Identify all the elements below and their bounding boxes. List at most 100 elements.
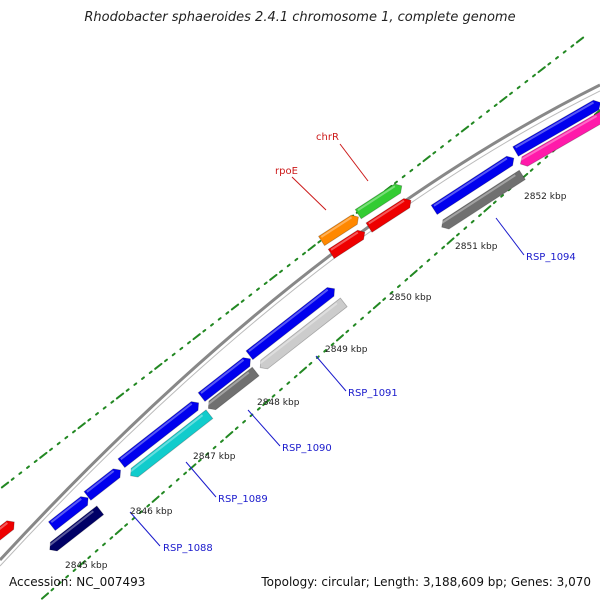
minor-tick (65, 574, 70, 579)
major-tick (151, 495, 160, 503)
minor-tick (50, 587, 55, 592)
feature-rsp-1091-shape (259, 297, 348, 370)
feature-rsp-1090 (207, 366, 260, 411)
major-tick (422, 155, 431, 163)
minor-tick (389, 290, 394, 295)
minor-tick (447, 139, 452, 143)
minor-tick (102, 542, 106, 547)
feature-rsp-1090-highlight (207, 371, 250, 406)
major-tick (299, 366, 308, 374)
minor-tick (279, 269, 283, 274)
minor-tick (478, 115, 483, 119)
minor-tick (210, 323, 214, 327)
minor-tick (110, 400, 115, 404)
minor-tick (225, 311, 230, 315)
major-tick (39, 451, 48, 459)
minor-tick (179, 346, 184, 351)
gene-arrow (430, 155, 515, 216)
feature-rsp-1088-shape (49, 505, 105, 552)
gene-label-rpoe[interactable]: rpoE (275, 166, 298, 177)
major-tick (77, 422, 86, 430)
minor-tick (360, 316, 364, 321)
minor-tick (555, 56, 559, 60)
red-feature-arrow-shape (327, 229, 366, 260)
minor-tick (256, 287, 260, 291)
feature-magenta-highlight (519, 115, 598, 161)
minor-tick (164, 358, 168, 363)
minor-tick (240, 299, 245, 303)
minor-tick (492, 200, 497, 205)
minor-tick (64, 435, 69, 440)
minor-tick (440, 145, 444, 149)
feature-magenta-shape (519, 110, 600, 167)
red-feature-edge (0, 520, 15, 543)
minor-tick (242, 419, 246, 424)
minor-tick (217, 317, 222, 321)
minor-tick (72, 568, 77, 572)
major-tick (188, 463, 197, 471)
minor-tick (212, 445, 217, 450)
minor-tick (146, 503, 151, 508)
minor-tick (433, 252, 438, 256)
gene-label-rsp-1088[interactable]: RSP_1088 (163, 543, 213, 554)
minor-tick (470, 219, 475, 224)
red-feature-arrow-highlight (368, 199, 405, 225)
feature-rpoe-highlight (320, 216, 353, 238)
minor-tick (124, 523, 129, 527)
kbp-label: 2851 kbp (455, 242, 498, 252)
kbp-label: 2849 kbp (325, 345, 368, 355)
gene-arrow (47, 496, 89, 532)
major-tick (0, 481, 10, 489)
minor-tick (330, 342, 335, 347)
minor-tick (138, 510, 143, 514)
minor-tick (417, 162, 421, 167)
minor-tick (175, 478, 180, 482)
minor-tick (562, 50, 567, 54)
gene-label-rsp-1091[interactable]: RSP_1091 (348, 388, 398, 399)
minor-tick (168, 484, 173, 489)
gene-label-rsp-1089[interactable]: RSP_1089 (218, 494, 268, 505)
gene-arrow-shape (117, 401, 200, 469)
kbp-label: 2848 kbp (257, 398, 300, 408)
major-tick (114, 527, 123, 536)
red-feature-arrow (365, 198, 412, 233)
minor-tick (26, 465, 30, 469)
gene-arrow-highlight (120, 402, 193, 460)
minor-tick (441, 245, 446, 250)
gene-label-rsp-1094[interactable]: RSP_1094 (526, 252, 576, 263)
minor-tick (109, 536, 114, 540)
minor-tick (432, 150, 437, 155)
minor-tick (317, 239, 322, 244)
feature-rsp-1094 (440, 169, 526, 230)
feature-rsp-1089-highlight (129, 414, 204, 473)
minor-tick (234, 426, 239, 431)
gene-label-chrr[interactable]: chrR (316, 132, 339, 143)
minor-tick (394, 180, 398, 185)
minor-tick (205, 452, 210, 456)
minor-tick (131, 516, 136, 521)
gene-arrow-highlight (433, 157, 508, 207)
gene-label-rsp-1090[interactable]: RSP_1090 (282, 443, 332, 454)
outer-tick-row (0, 36, 585, 489)
feature-track (0, 99, 600, 552)
leader-rsp-1090 (247, 409, 281, 447)
major-tick (230, 303, 240, 311)
minor-tick (271, 394, 276, 398)
minor-tick (94, 549, 99, 553)
feature-rsp-1089-shape (130, 409, 214, 478)
kbp-label: 2846 kbp (130, 507, 173, 517)
minor-tick (529, 168, 534, 172)
feature-rsp-1094-highlight (440, 174, 516, 224)
minor-tick (279, 387, 283, 392)
minor-tick (18, 471, 23, 475)
minor-tick (302, 251, 306, 256)
kbp-label: 2847 kbp (193, 452, 236, 462)
minor-tick (263, 281, 268, 286)
gene-arrow (117, 401, 200, 469)
minor-tick (148, 370, 153, 375)
minor-tick (220, 439, 224, 443)
minor-tick (397, 284, 401, 289)
minor-tick (141, 376, 145, 380)
leader-rpoe (291, 176, 327, 211)
